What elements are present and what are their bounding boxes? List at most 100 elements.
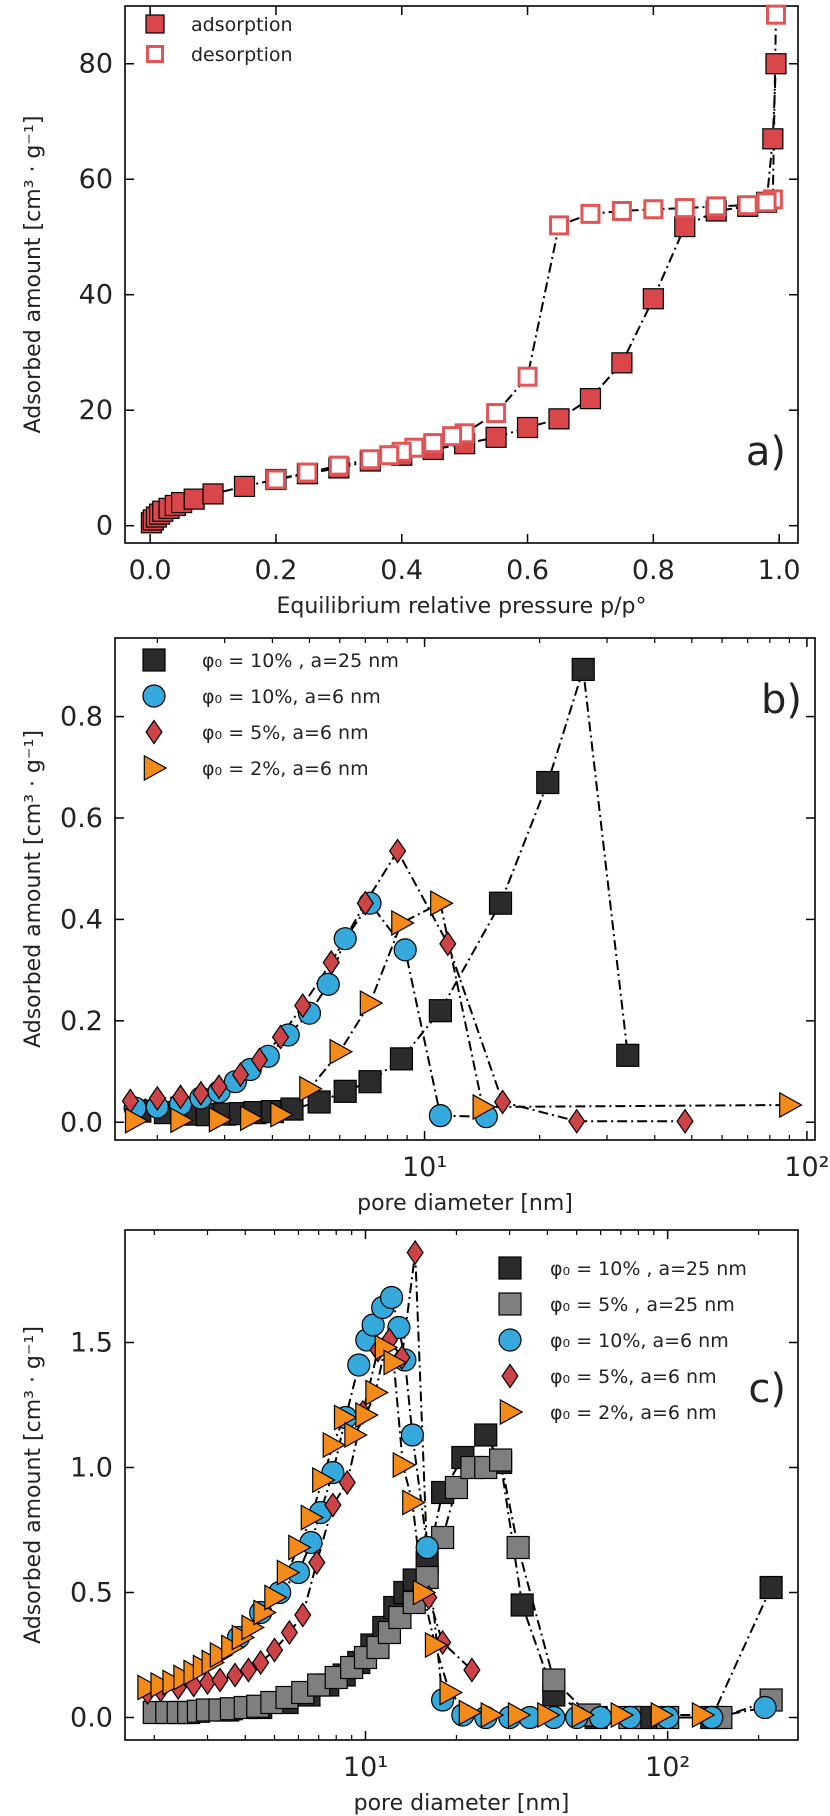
- y-axis-label: Adsorbed amount [cm³ · g⁻¹]: [21, 730, 46, 1048]
- x-tick-label: 10²: [784, 1152, 829, 1183]
- x-tick-label: 0.4: [380, 555, 423, 586]
- data-point: [192, 1080, 210, 1106]
- panel-label: b): [761, 677, 802, 723]
- data-point: [294, 993, 312, 1019]
- data-point: [674, 198, 695, 219]
- series-4-points: [124, 890, 803, 1134]
- data-point: [536, 770, 560, 795]
- legend-marker: [501, 1363, 519, 1389]
- data-point: [548, 215, 569, 236]
- data-point: [691, 1701, 716, 1729]
- y-axis-label: Adsorbed amount [cm³ · g⁻¹]: [21, 1326, 46, 1644]
- legend-marker: [146, 45, 164, 63]
- series-2-points: [142, 1448, 783, 1730]
- legend-entry: φ₀ = 5% , a=25 nm: [550, 1294, 735, 1316]
- x-tick-label: 10¹: [402, 1152, 447, 1183]
- data-point: [393, 938, 417, 962]
- data-point: [402, 1489, 426, 1516]
- data-point: [265, 469, 286, 490]
- data-point: [643, 199, 664, 220]
- data-point: [472, 1093, 497, 1121]
- data-point: [424, 1631, 449, 1659]
- data-point: [294, 1602, 312, 1628]
- data-point: [338, 1469, 356, 1496]
- data-point: [589, 1705, 613, 1730]
- data-point: [610, 1701, 635, 1729]
- data-point: [308, 1549, 326, 1576]
- series-line-4: [135, 901, 790, 1122]
- axes-frame: [124, 1229, 799, 1741]
- legend-entry: φ₀ = 10%, a=6 nm: [202, 686, 381, 708]
- data-point: [442, 426, 463, 447]
- legend-marker: [145, 14, 165, 34]
- data-point: [428, 999, 452, 1023]
- data-point: [517, 366, 538, 387]
- legend-marker: [499, 1398, 524, 1426]
- legend-entry: φ₀ = 5%, a=6 nm: [202, 722, 369, 744]
- legend-entry: φ₀ = 10%, a=6 nm: [550, 1330, 729, 1352]
- data-point: [231, 1061, 250, 1088]
- data-point: [571, 1701, 596, 1729]
- data-point: [347, 1353, 371, 1377]
- legend-entry: φ₀ = 5%, a=6 nm: [550, 1366, 717, 1388]
- series-3-points: [226, 1285, 777, 1730]
- data-point: [400, 1423, 425, 1447]
- data-point: [276, 1559, 301, 1586]
- legend-entry: φ₀ = 2%, a=6 nm: [550, 1402, 717, 1424]
- data-point: [392, 1451, 417, 1479]
- x-tick-label: 10²: [645, 1752, 690, 1783]
- y-tick-label: 0.2: [60, 1006, 103, 1037]
- data-point: [493, 1089, 512, 1115]
- data-point: [316, 972, 340, 996]
- data-point: [389, 1047, 414, 1071]
- y-tick-label: 0.5: [70, 1578, 113, 1609]
- y-tick-label: 0: [96, 511, 113, 542]
- x-tick-label: 0.8: [632, 555, 675, 586]
- y-tick-label: 0.4: [60, 904, 103, 935]
- data-point: [360, 449, 381, 470]
- data-point: [307, 1090, 331, 1114]
- data-point: [239, 1657, 258, 1683]
- legend-marker: [498, 1328, 522, 1352]
- data-point: [270, 1101, 294, 1128]
- data-point: [485, 426, 507, 448]
- legend-marker: [142, 684, 166, 708]
- y-tick-label: 60: [79, 164, 113, 195]
- series-2-points: [265, 4, 786, 490]
- axes-frame: [124, 5, 799, 544]
- data-point: [355, 1401, 379, 1429]
- y-tick-label: 0.0: [70, 1703, 113, 1734]
- series-line-3: [130, 849, 685, 1123]
- data-point: [299, 1075, 323, 1102]
- y-axis-label: Adsorbed amount [cm³ · g⁻¹]: [21, 116, 46, 434]
- x-axis-label: pore diameter [nm]: [357, 1191, 573, 1216]
- data-point: [358, 1070, 382, 1094]
- data-point: [170, 1107, 194, 1134]
- data-point: [241, 1614, 265, 1641]
- series-3-points: [121, 838, 694, 1134]
- series-line-2: [275, 14, 777, 481]
- data-point: [759, 1575, 783, 1600]
- data-point: [148, 1085, 166, 1112]
- data-point: [391, 909, 415, 937]
- legend: adsorption desorption: [145, 14, 293, 66]
- y-tick-label: 20: [79, 395, 113, 426]
- series-1-points: [140, 53, 787, 534]
- data-point: [379, 445, 400, 466]
- data-point: [439, 931, 457, 957]
- data-point: [150, 1671, 175, 1699]
- data-point: [444, 1475, 469, 1500]
- data-point: [580, 203, 601, 224]
- x-axis-label: Equilibrium relative pressure p/p°: [277, 594, 647, 619]
- data-point: [737, 195, 758, 216]
- data-point: [365, 1379, 389, 1406]
- y-tick-label: 80: [79, 49, 113, 80]
- legend-marker: [498, 1256, 522, 1280]
- data-point: [516, 416, 539, 439]
- data-point: [124, 1107, 149, 1134]
- data-point: [507, 1701, 532, 1729]
- data-point: [322, 1431, 347, 1459]
- data-point: [765, 4, 786, 25]
- data-point: [239, 1105, 264, 1132]
- data-point: [324, 1492, 342, 1518]
